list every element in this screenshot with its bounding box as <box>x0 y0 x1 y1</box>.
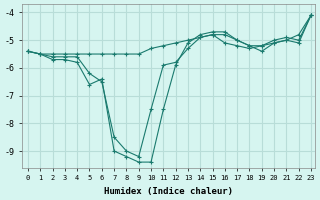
X-axis label: Humidex (Indice chaleur): Humidex (Indice chaleur) <box>104 187 233 196</box>
